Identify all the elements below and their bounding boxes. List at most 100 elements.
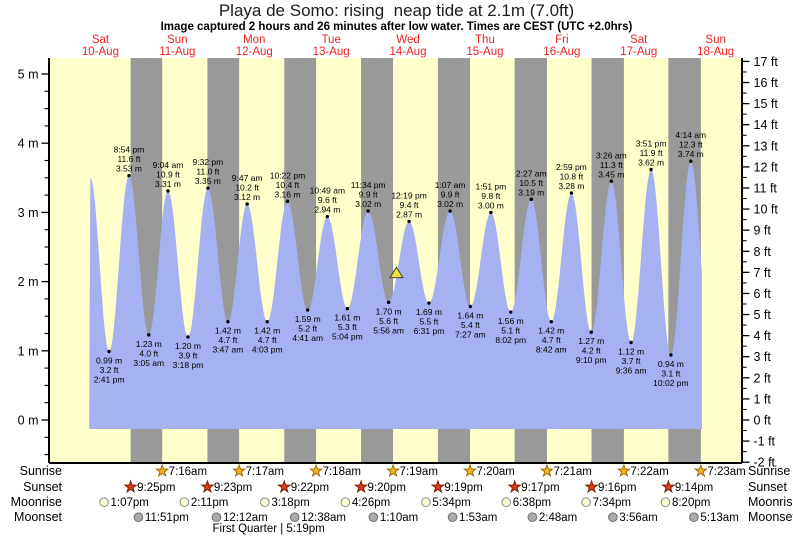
low-tide-annotation: 6:31 pm: [414, 326, 445, 336]
feet-tick-label: 8 ft: [754, 245, 772, 259]
low-tide-annotation: 10:02 pm: [653, 378, 688, 388]
high-tide-annotation: 12:19 pm: [391, 190, 426, 200]
high-tide-annotation: 9.9 ft: [359, 190, 379, 200]
day-date-label: 13-Aug: [313, 46, 350, 58]
moonrise-row-label: Moonrise: [10, 495, 62, 509]
sunrise-star: [462, 463, 478, 478]
day-date-label: 16-Aug: [543, 46, 580, 58]
low-tide-annotation: 5:04 pm: [332, 332, 363, 342]
day-name-label: Sat: [630, 34, 648, 46]
sunrise-time-label: 7:23am: [707, 466, 745, 478]
low-tide-annotation: 1.23 m: [136, 339, 162, 349]
sunset-star: [200, 479, 215, 494]
sunset-row-label-right: Sunset: [748, 480, 787, 494]
high-tide-dot: [448, 209, 452, 213]
high-tide-dot: [649, 167, 653, 172]
high-tide-dot: [407, 219, 411, 224]
feet-tick-label: 12 ft: [754, 160, 779, 174]
high-tide-annotation: 9.4 ft: [400, 200, 420, 210]
high-tide-annotation: 9.6 ft: [318, 195, 338, 205]
high-tide-annotation: 3.16 m: [274, 189, 300, 199]
high-tide-annotation: 9:32 pm: [193, 157, 224, 167]
moonrise-circle: [421, 497, 431, 508]
moonset-time-label: 12:38am: [301, 512, 346, 524]
low-tide-dot: [386, 300, 391, 305]
page-title: Playa de Somo: rising neap tide at 2.1m …: [218, 1, 575, 20]
high-tide-annotation: 10.9 ft: [156, 169, 180, 179]
moonrise-circle: [340, 497, 351, 508]
high-tide-dot: [366, 209, 370, 213]
high-tide-annotation: 11:34 pm: [351, 180, 386, 190]
tide-curve: [89, 161, 702, 429]
high-tide-annotation: 2.87 m: [396, 209, 422, 219]
low-tide-annotation: 1.64 m: [457, 311, 483, 321]
high-tide-annotation: 3.19 m: [518, 187, 544, 197]
high-tide-annotation: 3.31 m: [155, 179, 181, 189]
high-tide-annotation: 3.00 m: [478, 200, 504, 210]
low-tide-annotation: 1.20 m: [175, 341, 201, 351]
feet-tick-label: 7 ft: [754, 266, 772, 280]
feet-tick-label: 5 ft: [754, 308, 772, 322]
low-tide-dot: [306, 308, 310, 312]
meter-tick-label: 5 m: [18, 68, 39, 82]
feet-tick-label: 2 ft: [754, 371, 772, 385]
sunset-time-label: 9:25pm: [137, 482, 175, 494]
low-tide-dot: [226, 320, 230, 324]
sunset-time-label: 9:19pm: [444, 482, 482, 494]
day-name-label: Sun: [167, 34, 187, 46]
high-tide-annotation: 12.3 ft: [679, 140, 703, 150]
sunrise-star: [616, 463, 632, 478]
high-tide-dot: [127, 174, 131, 178]
day-name-label: Tue: [321, 34, 340, 46]
moonset-circle: [289, 512, 300, 523]
feet-tick-label: 17 ft: [754, 55, 779, 69]
high-tide-dot: [285, 199, 290, 204]
sunrise-time-label: 7:21am: [553, 466, 591, 478]
moonrise-time-label: 5:34pm: [432, 497, 470, 509]
feet-tick-label: 14 ft: [754, 118, 779, 132]
low-tide-dot: [147, 333, 151, 337]
feet-tick-label: 11 ft: [754, 181, 778, 195]
low-tide-dot: [427, 301, 431, 305]
low-tide-annotation: 7:27 am: [455, 330, 486, 340]
high-tide-dot: [245, 202, 249, 206]
high-tide-dot: [166, 189, 170, 193]
moonset-time-label: 1:53am: [459, 512, 497, 524]
moonrise-time-label: 8:20pm: [672, 497, 710, 509]
sunrise-time-label: 7:16am: [169, 466, 207, 478]
sunset-time-label: 9:23pm: [214, 482, 252, 494]
feet-tick-label: 10 ft: [754, 203, 779, 217]
sunrise-star: [539, 463, 555, 478]
moon-phase-note: First Quarter | 5:19pm: [213, 523, 325, 535]
sunset-star: [584, 479, 599, 494]
sunset-time-label: 9:17pm: [521, 482, 559, 494]
feet-tick-label: -2 ft: [754, 456, 776, 470]
high-tide-annotation: 3.53 m: [116, 164, 142, 174]
sunset-time-label: 9:14pm: [675, 482, 713, 494]
sunrise-star: [155, 463, 170, 478]
high-tide-annotation: 3.74 m: [678, 149, 704, 159]
meter-tick-label: 0 m: [18, 414, 39, 428]
sunrise-time-label: 7:22am: [630, 466, 668, 478]
low-tide-annotation: 5.3 ft: [338, 322, 358, 332]
low-tide-annotation: 8:42 am: [536, 345, 567, 355]
day-date-label: 15-Aug: [466, 46, 503, 58]
sunrise-time-label: 7:18am: [323, 466, 361, 478]
low-tide-annotation: 4.0 ft: [139, 348, 159, 358]
high-tide-annotation: 10.5 ft: [519, 178, 543, 188]
moonset-time-label: 1:10am: [380, 512, 418, 524]
low-tide-dot: [589, 330, 593, 334]
low-tide-annotation: 3:18 pm: [173, 360, 204, 370]
low-tide-annotation: 1.27 m: [578, 336, 604, 346]
moonrise-circle: [660, 497, 671, 508]
high-tide-annotation: 2:27 am: [516, 168, 547, 178]
moonset-circle: [689, 512, 699, 523]
low-tide-annotation: 1.70 m: [376, 306, 402, 316]
low-tide-dot: [549, 320, 553, 324]
high-tide-annotation: 3:51 pm: [636, 138, 667, 148]
low-tide-annotation: 4:03 pm: [252, 345, 283, 355]
high-tide-annotation: 3.28 m: [558, 181, 584, 191]
feet-tick-label: 16 ft: [754, 76, 779, 90]
high-tide-annotation: 3:26 am: [596, 150, 627, 160]
